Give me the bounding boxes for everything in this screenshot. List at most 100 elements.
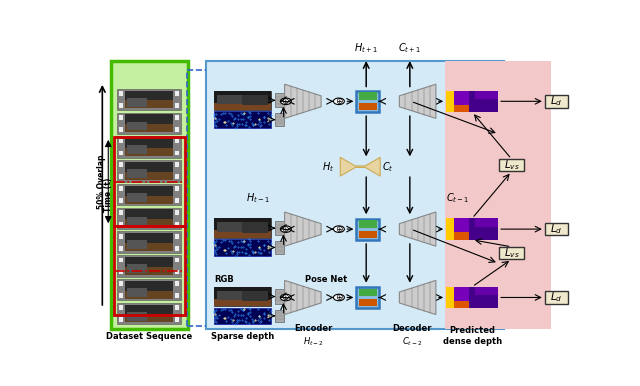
Text: Time (t): Time (t) (104, 178, 113, 212)
Bar (499, 159, 524, 171)
Bar (125, 100, 173, 108)
Bar (114, 137, 185, 226)
Bar (118, 103, 123, 108)
Bar (125, 196, 173, 203)
Bar (275, 93, 284, 107)
Text: Sparse depth: Sparse depth (211, 332, 274, 340)
Bar (175, 210, 179, 215)
Text: $C_{t+1}$: $C_{t+1}$ (398, 41, 422, 55)
Text: $C_t$: $C_t$ (381, 160, 394, 174)
Bar (127, 98, 147, 107)
Circle shape (333, 294, 344, 301)
Text: Decoder
$C_{t-2}$: Decoder $C_{t-2}$ (392, 325, 432, 348)
Bar (214, 308, 271, 324)
Bar (446, 218, 454, 240)
Bar (127, 264, 147, 273)
Bar (175, 174, 179, 179)
Text: Predicted
dense depth: Predicted dense depth (442, 327, 502, 346)
Bar (359, 103, 376, 110)
Bar (125, 257, 173, 267)
Bar (118, 293, 123, 298)
Bar (125, 124, 173, 132)
Bar (175, 139, 179, 144)
Bar (446, 287, 498, 308)
Bar (125, 291, 173, 299)
Polygon shape (399, 212, 436, 246)
Text: Dataset Sequence: Dataset Sequence (106, 332, 193, 340)
Bar (214, 91, 271, 110)
Bar (175, 151, 179, 156)
Bar (175, 91, 179, 96)
Bar (175, 234, 179, 239)
Bar (125, 91, 173, 100)
Bar (214, 299, 271, 306)
Bar (117, 303, 180, 324)
Bar (118, 281, 123, 286)
Bar (118, 234, 123, 239)
Bar (545, 95, 568, 108)
Bar (118, 151, 123, 156)
Bar (125, 91, 173, 108)
Bar (125, 148, 173, 156)
Polygon shape (399, 84, 436, 119)
Bar (118, 174, 123, 179)
Bar (214, 218, 271, 230)
Bar (214, 239, 271, 256)
Bar (117, 232, 180, 253)
Bar (175, 127, 179, 132)
Bar (118, 186, 123, 191)
Bar (275, 241, 284, 254)
Bar (243, 291, 268, 301)
Text: $L_{vs}$: $L_{vs}$ (504, 246, 520, 260)
Bar (175, 317, 179, 322)
Bar (454, 287, 483, 301)
Bar (125, 233, 173, 243)
Bar (125, 114, 173, 132)
Bar (446, 298, 461, 308)
Bar (243, 95, 268, 105)
Bar (117, 113, 180, 134)
Text: $\oplus$: $\oplus$ (335, 293, 343, 303)
Bar (446, 218, 498, 240)
Bar (118, 305, 123, 310)
Bar (125, 219, 173, 227)
Bar (117, 160, 180, 181)
Polygon shape (340, 157, 380, 176)
Text: $\oplus$: $\oplus$ (282, 224, 290, 234)
Bar (359, 92, 376, 100)
Bar (475, 218, 498, 227)
Bar (175, 281, 179, 286)
Bar (118, 210, 123, 215)
Bar (214, 218, 271, 238)
Bar (125, 162, 173, 172)
Text: $C_{t-1}$: $C_{t-1}$ (446, 191, 469, 205)
Bar (117, 255, 180, 277)
Polygon shape (285, 84, 321, 119)
Bar (125, 281, 173, 291)
Bar (175, 257, 179, 262)
Bar (175, 246, 179, 251)
Bar (114, 226, 185, 315)
Bar (446, 229, 461, 240)
Bar (125, 315, 173, 322)
Text: $\oplus$: $\oplus$ (335, 96, 343, 106)
Bar (125, 243, 173, 251)
Bar (359, 289, 376, 296)
Text: $\oplus$: $\oplus$ (282, 293, 290, 303)
Bar (175, 222, 179, 227)
Bar (470, 91, 498, 112)
Bar (214, 230, 271, 238)
Bar (125, 114, 173, 124)
Bar (214, 287, 271, 306)
Bar (118, 163, 123, 167)
Bar (359, 230, 376, 238)
Bar (117, 279, 180, 300)
Bar (207, 61, 504, 329)
Text: Encoder
$H_{t-2}$: Encoder $H_{t-2}$ (294, 325, 332, 348)
Bar (470, 218, 498, 240)
Bar (275, 290, 284, 304)
Bar (175, 163, 179, 167)
Bar (454, 91, 483, 105)
Text: Pose Net: Pose Net (305, 275, 347, 284)
Bar (127, 288, 147, 297)
